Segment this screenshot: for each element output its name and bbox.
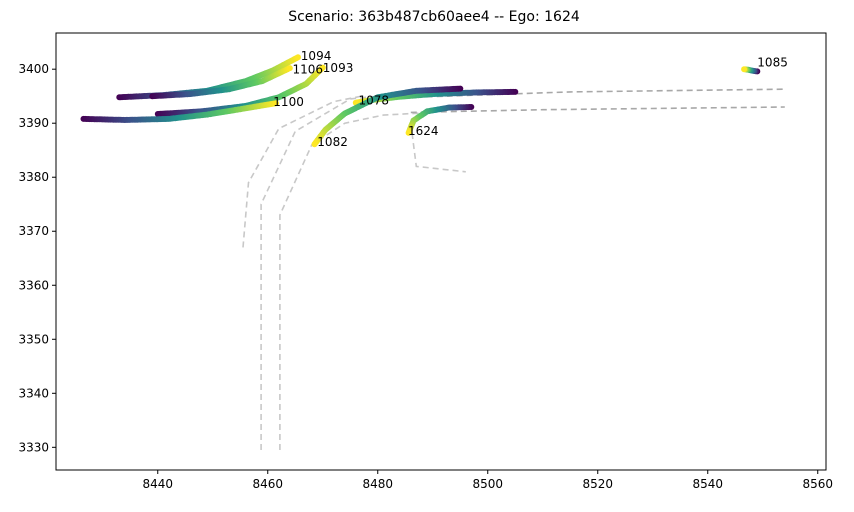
y-tick-label: 3360	[18, 278, 49, 292]
lane-line-5	[410, 106, 785, 114]
y-tick-label: 3390	[18, 116, 49, 130]
y-tick-label: 3400	[18, 62, 49, 76]
trajectory-point	[286, 65, 293, 72]
y-tick-label: 3380	[18, 170, 49, 184]
x-tick-label: 8500	[472, 477, 503, 491]
x-tick-label: 8440	[142, 477, 173, 491]
lane-line-1	[260, 95, 378, 450]
y-tick-label: 3370	[18, 224, 49, 238]
trajectory-point	[319, 64, 326, 71]
agent-trajectory-1624	[405, 104, 475, 136]
x-tick-label: 8540	[692, 477, 723, 491]
lane-line-3	[410, 123, 466, 173]
agent-label-1624: 1624	[408, 124, 439, 138]
x-tick-label: 8480	[362, 477, 393, 491]
y-tick-label: 3340	[18, 386, 49, 400]
agent-label-1085: 1085	[757, 56, 788, 70]
agent-label-1082: 1082	[317, 135, 348, 149]
trajectory-point	[311, 141, 318, 148]
plot-frame	[55, 32, 827, 471]
agent-trajectory-1085	[741, 66, 761, 75]
trajectory-point	[741, 66, 748, 73]
y-tick-label: 3350	[18, 332, 49, 346]
agent-label-1106: 1106	[293, 63, 324, 77]
y-axis: 3330 3340 3350 3360 3370 3380 3390 3400	[18, 62, 56, 454]
lane-line-0	[242, 95, 362, 248]
x-tick-label: 8560	[802, 477, 833, 491]
x-tick-label: 8460	[252, 477, 283, 491]
lane-line-2	[279, 111, 433, 450]
lane-line-4	[366, 88, 785, 100]
x-axis: 8440 8460 8480 8500 8520 8540 8560	[142, 470, 833, 491]
agent-label-1093: 1093	[323, 61, 354, 75]
y-tick-label: 3330	[18, 440, 49, 454]
agent-trajectory-1106	[149, 65, 293, 100]
trajectory-point	[273, 100, 279, 107]
agent-label-1094: 1094	[301, 49, 332, 63]
trajectory-point	[295, 54, 301, 61]
agent-trajectory-1100	[80, 100, 279, 123]
agent-trajectories	[80, 54, 761, 148]
chart-title: Scenario: 363b487cb60aee4 -- Ego: 1624	[288, 9, 580, 25]
x-tick-label: 8520	[582, 477, 613, 491]
agent-trajectory-1082	[311, 85, 464, 148]
trajectory-point	[405, 129, 412, 136]
agent-label-1078: 1078	[359, 93, 390, 107]
agent-label-1100: 1100	[273, 95, 304, 109]
lane-lines	[242, 88, 785, 450]
